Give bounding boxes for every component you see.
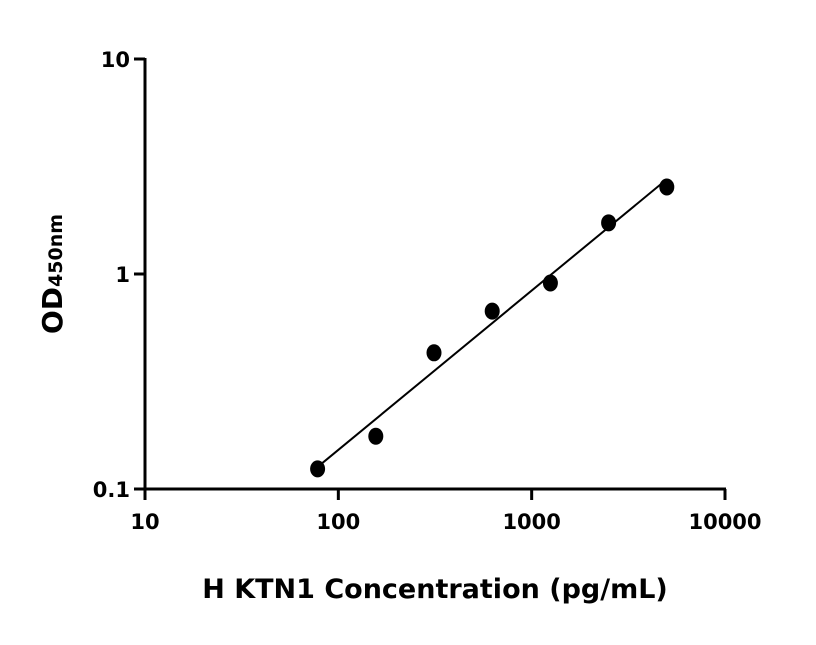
x-tick-label: 100 bbox=[316, 510, 360, 534]
data-point bbox=[659, 178, 675, 196]
x-tick-label: 10000 bbox=[688, 510, 761, 534]
axes: 10 100 1000 10000 0.1 1 10 bbox=[93, 48, 762, 534]
y-axis-label: OD450nm bbox=[36, 214, 69, 334]
x-tick-label: 10 bbox=[130, 510, 159, 534]
data-point bbox=[368, 427, 384, 445]
y-axis-label-subscript: 450nm bbox=[45, 214, 67, 287]
y-tick-label: 1 bbox=[115, 263, 130, 287]
data-point bbox=[426, 344, 442, 362]
data-point bbox=[601, 214, 617, 232]
x-tick-label: 1000 bbox=[502, 510, 560, 534]
data-point bbox=[484, 302, 500, 320]
x-axis-label: H KTN1 Concentration (pg/mL) bbox=[202, 574, 668, 605]
data-point bbox=[542, 274, 558, 292]
y-tick-label: 0.1 bbox=[93, 478, 130, 502]
data-point bbox=[310, 460, 326, 478]
data-points bbox=[310, 178, 675, 478]
y-axis-label-main: OD bbox=[36, 287, 69, 334]
y-tick-label: 10 bbox=[101, 48, 130, 72]
